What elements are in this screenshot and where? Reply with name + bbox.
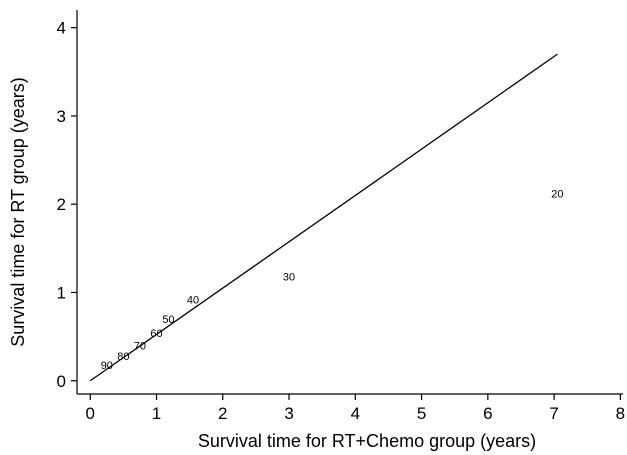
- y-axis-ticks: 0 1 2 3 4: [57, 19, 77, 391]
- data-point-label: 70: [134, 340, 146, 352]
- x-axis-title: Survival time for RT+Chemo group (years): [198, 431, 536, 451]
- reference-line: [89, 53, 558, 382]
- x-tick-label: 8: [616, 404, 625, 423]
- data-point-label: 50: [162, 314, 174, 326]
- x-tick-label: 5: [417, 404, 426, 423]
- y-axis-title: Survival time for RT group (years): [8, 77, 28, 346]
- data-point-label: 30: [283, 272, 295, 284]
- y-tick-label: 2: [57, 195, 66, 214]
- y-tick-label: 0: [57, 372, 66, 391]
- x-tick-label: 4: [351, 404, 360, 423]
- y-tick-label: 1: [57, 283, 66, 302]
- data-point-label: 40: [187, 295, 199, 307]
- y-tick-label: 4: [57, 19, 66, 38]
- x-tick-label: 2: [218, 404, 227, 423]
- x-axis-ticks: 0 1 2 3 4 5 6 7 8: [86, 394, 625, 423]
- x-tick-label: 0: [86, 404, 95, 423]
- x-tick-label: 7: [549, 404, 558, 423]
- data-point-label: 60: [150, 328, 162, 340]
- x-tick-label: 1: [152, 404, 161, 423]
- x-tick-label: 3: [284, 404, 293, 423]
- y-tick-label: 3: [57, 107, 66, 126]
- data-point-label: 20: [551, 189, 563, 201]
- axes: [76, 10, 623, 395]
- data-point-label: 80: [117, 351, 129, 363]
- x-tick-label: 6: [483, 404, 492, 423]
- data-point-label: 90: [101, 360, 113, 372]
